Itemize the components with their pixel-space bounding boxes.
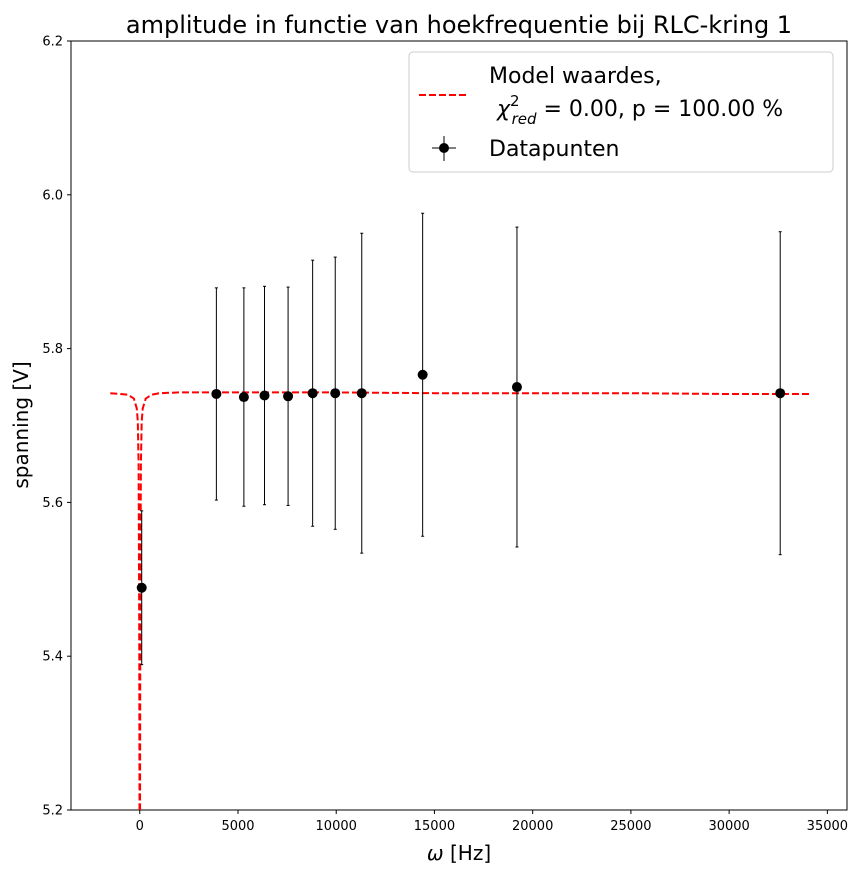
data-points [136, 212, 786, 666]
x-axis-symbol: ω [427, 841, 444, 865]
y-axis-ticks: 5.2 5.4 5.6 5.8 6.0 6.2 [42, 35, 71, 819]
data-point [283, 391, 294, 402]
data-point [775, 388, 786, 399]
legend-points-marker [439, 143, 449, 153]
x-axis-ticks: 0 5000 10000 15000 20000 25000 30000 35000 [136, 810, 848, 834]
y-tick-label: 6.2 [42, 35, 63, 50]
data-point [356, 388, 367, 399]
chi-value: = 0.00, p = 100.00 % [537, 97, 784, 122]
y-tick-label: 6.0 [42, 188, 63, 203]
x-tick-label: 5000 [221, 819, 254, 834]
data-point [259, 390, 270, 401]
y-tick-label: 5.6 [42, 496, 63, 511]
legend-points-label: Datapunten [489, 137, 620, 162]
chi-superscript: 2 [510, 92, 520, 110]
x-tick-label: 25000 [610, 819, 651, 834]
x-tick-label: 15000 [414, 819, 455, 834]
data-point [136, 582, 147, 593]
y-tick-label: 5.8 [42, 342, 63, 357]
data-point [238, 392, 249, 403]
legend: Model waardes, χ2 red = 0.00, p = 100.00 … [408, 51, 834, 173]
data-point [511, 382, 522, 393]
data-point [307, 388, 318, 399]
x-tick-label: 0 [136, 819, 144, 834]
legend-model-label: Model waardes, [489, 64, 662, 89]
legend-box [408, 51, 834, 173]
chi-subscript: red [512, 110, 537, 128]
x-axis-label: ω [Hz] [427, 841, 491, 865]
x-tick-label: 35000 [807, 819, 848, 834]
model-curve [110, 391, 812, 810]
x-tick-label: 20000 [512, 819, 553, 834]
y-axis-label: spanning [V] [9, 361, 33, 488]
data-point [211, 388, 222, 399]
data-point [417, 369, 428, 380]
chart-title: amplitude in functie van hoekfrequentie … [126, 11, 792, 39]
y-tick-label: 5.4 [42, 650, 63, 665]
x-tick-label: 30000 [708, 819, 749, 834]
x-axis-unit: [Hz] [444, 841, 492, 865]
legend-model-stat: χ2 red = 0.00, p = 100.00 % [496, 92, 783, 128]
y-tick-label: 5.2 [42, 804, 63, 819]
x-tick-label: 10000 [316, 819, 357, 834]
data-point [330, 388, 341, 399]
chi-symbol: χ [496, 97, 511, 122]
